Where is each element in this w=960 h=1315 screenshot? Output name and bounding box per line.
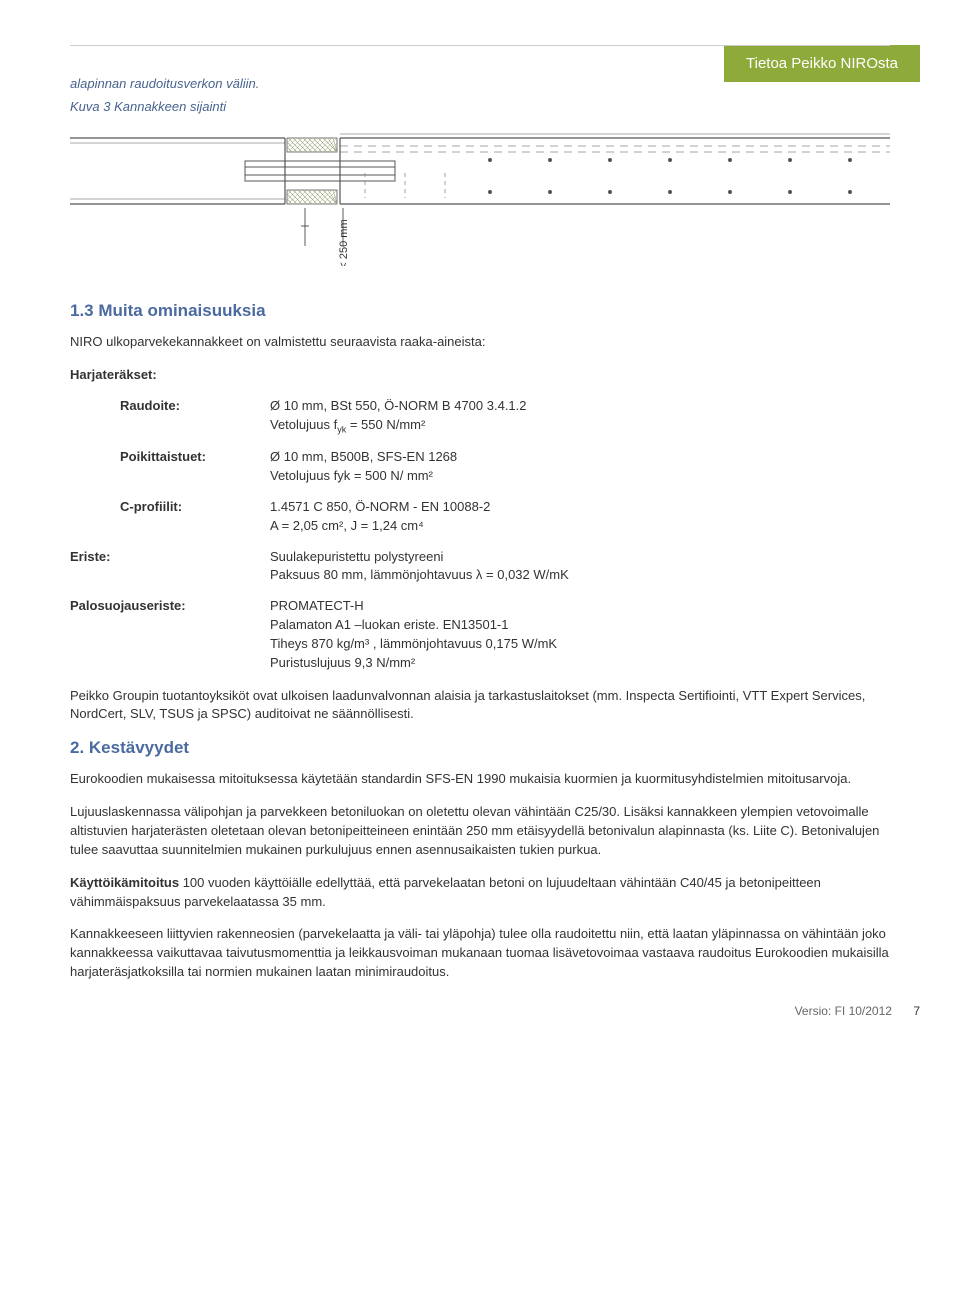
palo-label: Palosuojauseriste: [70,598,186,613]
page-number: 7 [913,1004,920,1018]
section-1-3-intro: NIRO ulkoparvekekannakkeet on valmistett… [70,333,890,352]
poikit-value: Ø 10 mm, B500B, SFS-EN 1268 Vetolujuus f… [270,448,890,486]
cprof-value: 1.4571 C 850, Ö-NORM - EN 10088-2 A = 2,… [270,498,890,536]
bracket-section-diagram: < 250 mm [70,126,890,266]
version-text: Versio: FI 10/2012 [795,1004,892,1018]
material-specs: Harjateräkset: Raudoite: Ø 10 mm, BSt 55… [70,366,890,673]
raudoite-label: Raudoite: [120,398,180,413]
harjat-label: Harjateräkset: [70,367,157,382]
cprof-label: C-profiilit: [120,499,182,514]
page-footer: Versio: FI 10/2012 7 [795,1004,920,1018]
section-2-p1: Eurokoodien mukaisessa mitoituksessa käy… [70,770,890,789]
section-2-p2: Lujuuslaskennassa välipohjan ja parvekke… [70,803,890,860]
raudoite-value: Ø 10 mm, BSt 550, Ö-NORM B 4700 3.4.1.2 … [270,397,890,436]
eriste-value: Suulakepuristettu polystyreeni Paksuus 8… [270,548,890,586]
eriste-label: Eriste: [70,549,110,564]
figure-caption: Kuva 3 Kannakkeen sijainti [70,99,890,114]
svg-text:< 250 mm: < 250 mm [338,219,350,266]
section-1-3-title: 1.3 Muita ominaisuuksia [70,301,890,321]
palo-value: PROMATECT-H Palamaton A1 –luokan eriste.… [270,597,890,672]
section-2-p3: Käyttöikämitoitus 100 vuoden käyttöiälle… [70,874,890,912]
poikit-label: Poikittaistuet: [120,449,206,464]
section-2-p4: Kannakkeeseen liittyvien rakenneosien (p… [70,925,890,982]
section-2-title: 2. Kestävyydet [70,738,890,758]
section-1-3-outro: Peikko Groupin tuotantoyksiköt ovat ulko… [70,687,890,725]
intro-text: alapinnan raudoitusverkon väliin. [70,76,890,91]
